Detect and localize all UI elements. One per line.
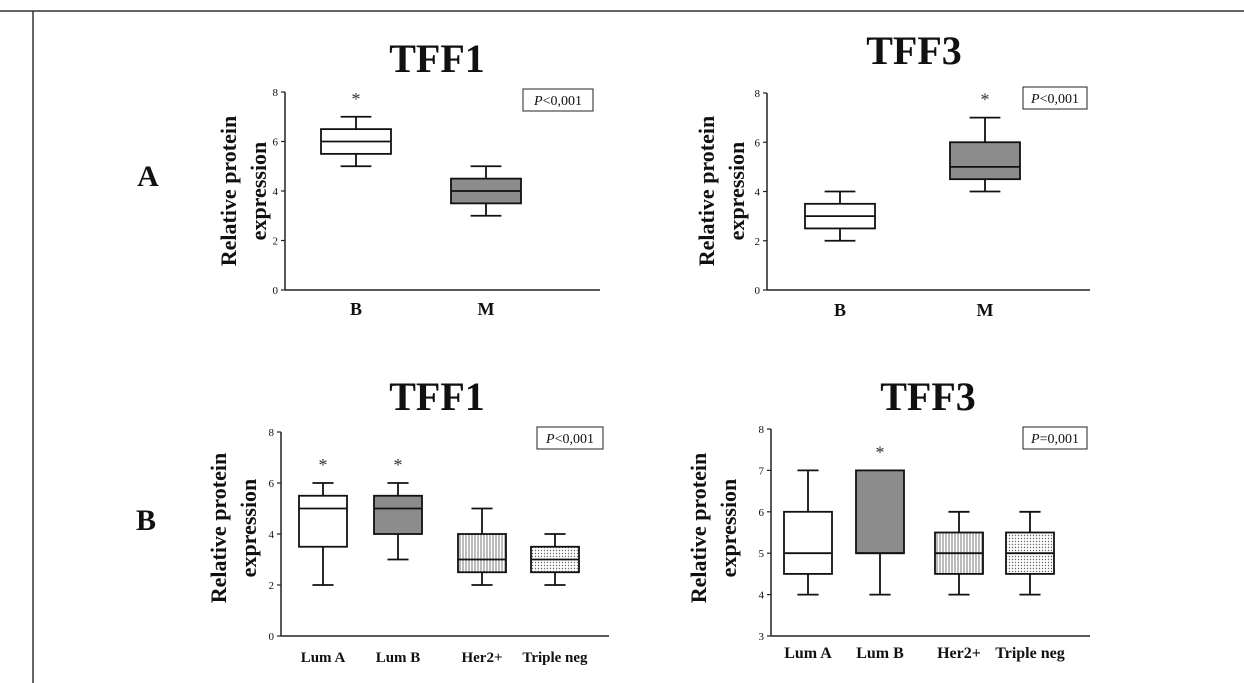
p-value-symbol: P: [545, 432, 555, 447]
box-iqr: [298, 494, 348, 548]
y-tick-label: 4: [269, 529, 275, 541]
p-value-box: [522, 88, 594, 112]
panel-label-a: A: [137, 160, 159, 193]
box-iqr: [373, 494, 423, 535]
x-category-label: Lum B: [376, 650, 421, 666]
p-value-number: <0,001: [543, 94, 582, 109]
chart-title: TFF1: [389, 36, 485, 81]
y-tick-label: 4: [759, 590, 765, 602]
p-value-symbol: P: [1030, 432, 1040, 447]
p-value-text: P<0,001: [533, 94, 582, 109]
box-iqr: [783, 510, 833, 575]
chart-tff1-subtypes: TFF1 Relative protein expression 0 2 4 6 8 P<0,0…: [206, 374, 609, 666]
y-axis-label: Relative protein: [206, 453, 231, 604]
p-value-symbol: P: [1030, 92, 1040, 107]
box-iqr: [457, 533, 507, 574]
p-value-text: P<0,001: [1030, 92, 1079, 107]
p-value-number: <0,001: [1040, 92, 1079, 107]
p-value-text: P<0,001: [545, 432, 594, 447]
p-value-text: P=0,001: [1030, 432, 1079, 447]
box-iqr: [855, 469, 905, 555]
y-axis-label: expression: [716, 479, 741, 578]
y-tick-label: 8: [273, 87, 279, 99]
y-tick-label: 6: [273, 137, 279, 149]
y-tick-label: 5: [759, 548, 765, 560]
y-tick-label: 2: [269, 580, 275, 592]
y-tick-label: 2: [273, 236, 279, 248]
significance-star: *: [352, 89, 361, 109]
significance-star: *: [394, 455, 403, 475]
y-axis-label: Relative protein: [216, 116, 241, 267]
x-category-label: Triple neg: [995, 645, 1064, 662]
x-category-label: M: [478, 299, 495, 319]
x-category-label: Lum A: [301, 650, 346, 666]
chart-tff3-subtypes: TFF3 Relative protein expression 3 4 5 6 7 8 P=0,…: [686, 374, 1090, 662]
chart-tff1-benign-malignant: TFF1 Relative protein expression 0 2 4 6 8 P<0,0…: [216, 36, 600, 319]
y-tick-label: 2: [755, 236, 761, 248]
p-value-number: <0,001: [555, 432, 594, 447]
y-axis-label: expression: [724, 142, 749, 241]
x-category-label: M: [977, 300, 994, 320]
chart-title: TFF1: [389, 374, 485, 419]
y-axis-label: Relative protein: [694, 116, 719, 267]
y-tick-label: 4: [755, 187, 761, 199]
y-tick-label: 8: [755, 88, 761, 100]
panel-label-b: B: [136, 504, 156, 537]
y-axis-label: expression: [246, 142, 271, 241]
y-tick-label: 0: [755, 285, 761, 297]
y-axis-label: expression: [236, 479, 261, 578]
p-value-box: [1022, 426, 1088, 450]
y-tick-label: 0: [273, 285, 279, 297]
y-tick-label: 0: [269, 631, 275, 643]
x-category-label: Lum B: [856, 645, 904, 662]
significance-star: *: [876, 442, 885, 462]
x-category-label: B: [834, 300, 846, 320]
significance-star: *: [981, 90, 990, 110]
y-tick-label: 6: [755, 137, 761, 149]
y-tick-label: 3: [759, 631, 765, 643]
y-tick-label: 8: [269, 427, 275, 439]
x-category-label: Lum A: [784, 645, 832, 662]
x-category-label: Triple neg: [522, 650, 588, 666]
p-value-symbol: P: [533, 94, 543, 109]
chart-title: TFF3: [880, 374, 976, 419]
y-tick-label: 4: [273, 186, 279, 198]
box-iqr: [949, 141, 1021, 181]
y-tick-label: 6: [269, 478, 275, 490]
y-axis-label: Relative protein: [686, 453, 711, 604]
x-category-label: Her2+: [461, 650, 502, 666]
x-category-label: Her2+: [937, 645, 981, 662]
chart-tff3-benign-malignant: TFF3 Relative protein expression 0 2 4 6 8 P<0,0…: [694, 28, 1090, 320]
y-tick-label: 6: [759, 507, 765, 519]
p-value-box: [1022, 86, 1088, 110]
y-tick-label: 7: [759, 465, 765, 477]
x-category-label: B: [350, 299, 362, 319]
significance-star: *: [319, 455, 328, 475]
y-tick-label: 8: [759, 424, 765, 436]
p-value-number: =0,001: [1040, 432, 1079, 447]
p-value-box: [536, 426, 604, 450]
chart-title: TFF3: [866, 28, 962, 73]
